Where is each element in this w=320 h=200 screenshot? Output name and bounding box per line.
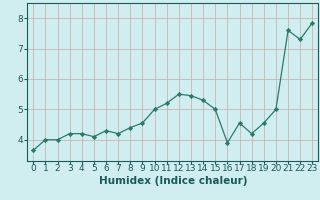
- X-axis label: Humidex (Indice chaleur): Humidex (Indice chaleur): [99, 176, 247, 186]
